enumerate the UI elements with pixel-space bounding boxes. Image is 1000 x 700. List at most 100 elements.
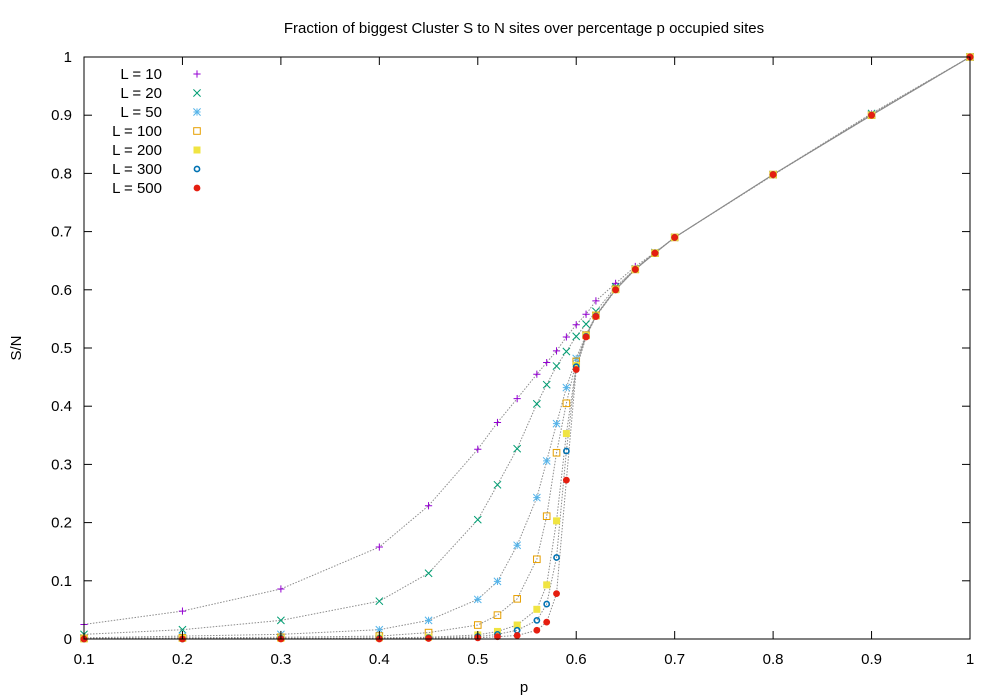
series-markers [80, 53, 974, 643]
legend-marker [193, 70, 201, 78]
data-point [532, 399, 541, 408]
data-point [493, 418, 502, 427]
data-point [651, 249, 659, 257]
chart-title: Fraction of biggest Cluster S to N sites… [284, 20, 764, 37]
data-point [493, 577, 502, 586]
y-tick-label: 0.3 [51, 456, 72, 473]
series-line [83, 56, 971, 640]
y-tick-label: 0.1 [51, 573, 72, 590]
data-point [542, 380, 551, 389]
data-point [543, 358, 551, 367]
data-point [562, 399, 571, 408]
data-point [562, 476, 570, 484]
legend-marker [193, 89, 201, 97]
data-point [553, 590, 560, 598]
legend-label: L = 10 [120, 66, 162, 83]
x-tick-label: 0.3 [270, 651, 291, 668]
data-point [562, 447, 570, 455]
data-point [572, 321, 580, 329]
data-point [425, 635, 432, 642]
data-point [473, 595, 482, 604]
data-point [552, 347, 561, 355]
data-point [424, 502, 433, 510]
data-point [572, 361, 580, 369]
data-point [494, 633, 501, 641]
data-point [543, 581, 551, 589]
data-point [562, 347, 571, 356]
y-tick-label: 0.5 [51, 340, 72, 357]
data-point [552, 419, 561, 428]
data-point [424, 616, 433, 625]
legend-marker [193, 127, 201, 135]
legend-label: L = 200 [112, 142, 162, 159]
legend-marker [193, 184, 201, 192]
data-point [532, 493, 541, 502]
x-tick-label: 0.4 [369, 651, 390, 668]
y-tick-label: 0.4 [51, 398, 72, 415]
data-point [562, 383, 571, 392]
data-point [562, 430, 570, 438]
data-point [513, 395, 521, 403]
x-tick-label: 0.6 [566, 651, 587, 668]
data-point [542, 456, 551, 465]
legend-marker [193, 146, 201, 154]
data-point [631, 266, 639, 273]
data-point [533, 616, 541, 624]
data-point [513, 621, 521, 629]
x-tick-label: 1 [966, 651, 974, 668]
data-point [769, 171, 777, 178]
series-line [83, 56, 971, 625]
x-axis-label: p [520, 679, 528, 696]
data-point [178, 607, 187, 615]
y-tick-label: 0 [64, 631, 72, 648]
x-tick-label: 0.9 [861, 651, 882, 668]
x-tick-label: 0.7 [664, 651, 685, 668]
data-point [543, 618, 551, 626]
data-point [543, 600, 551, 608]
data-point [493, 611, 502, 619]
data-point [542, 512, 551, 520]
data-point [612, 286, 619, 294]
x-tick-label: 0.8 [763, 651, 784, 668]
data-point [868, 111, 875, 119]
data-point [473, 515, 482, 524]
data-point [276, 616, 285, 625]
data-point [513, 595, 521, 603]
data-point [375, 625, 384, 634]
y-tick-label: 1 [64, 49, 72, 66]
data-point [592, 313, 600, 320]
data-point [582, 310, 590, 318]
legend-label: L = 50 [120, 104, 162, 121]
series-lines [83, 56, 971, 640]
data-point [473, 621, 482, 629]
data-point [178, 625, 187, 634]
data-point [513, 541, 522, 550]
legend: L = 10 L = 20 L = 50 L = 100 L = 200 L = 300 L… [112, 66, 201, 197]
data-point [513, 444, 522, 453]
data-point [533, 626, 541, 634]
x-tick-label: 0.1 [74, 651, 95, 668]
axis-ticks: 0.1 0.2 0.3 0.4 0.5 0.6 0.7 0.8 0.9 100.10.20.30.… [51, 49, 974, 668]
data-point [493, 480, 502, 489]
data-point [375, 543, 383, 551]
data-point [582, 333, 590, 341]
legend-marker [193, 108, 201, 116]
y-tick-label: 0.6 [51, 282, 72, 299]
data-point [533, 555, 541, 564]
data-point [474, 445, 482, 453]
data-point [533, 370, 541, 378]
series-line [84, 56, 971, 640]
y-axis-label: S/N [8, 335, 25, 360]
data-point [671, 234, 679, 241]
data-point [572, 366, 580, 373]
data-point [513, 632, 521, 639]
data-point [582, 320, 591, 329]
y-tick-label: 0.8 [51, 165, 72, 182]
legend-label: L = 100 [112, 123, 162, 140]
data-point [562, 333, 570, 341]
x-tick-label: 0.5 [467, 651, 488, 668]
data-point [375, 597, 384, 606]
legend-label: L = 20 [120, 85, 162, 102]
data-point [552, 448, 561, 457]
